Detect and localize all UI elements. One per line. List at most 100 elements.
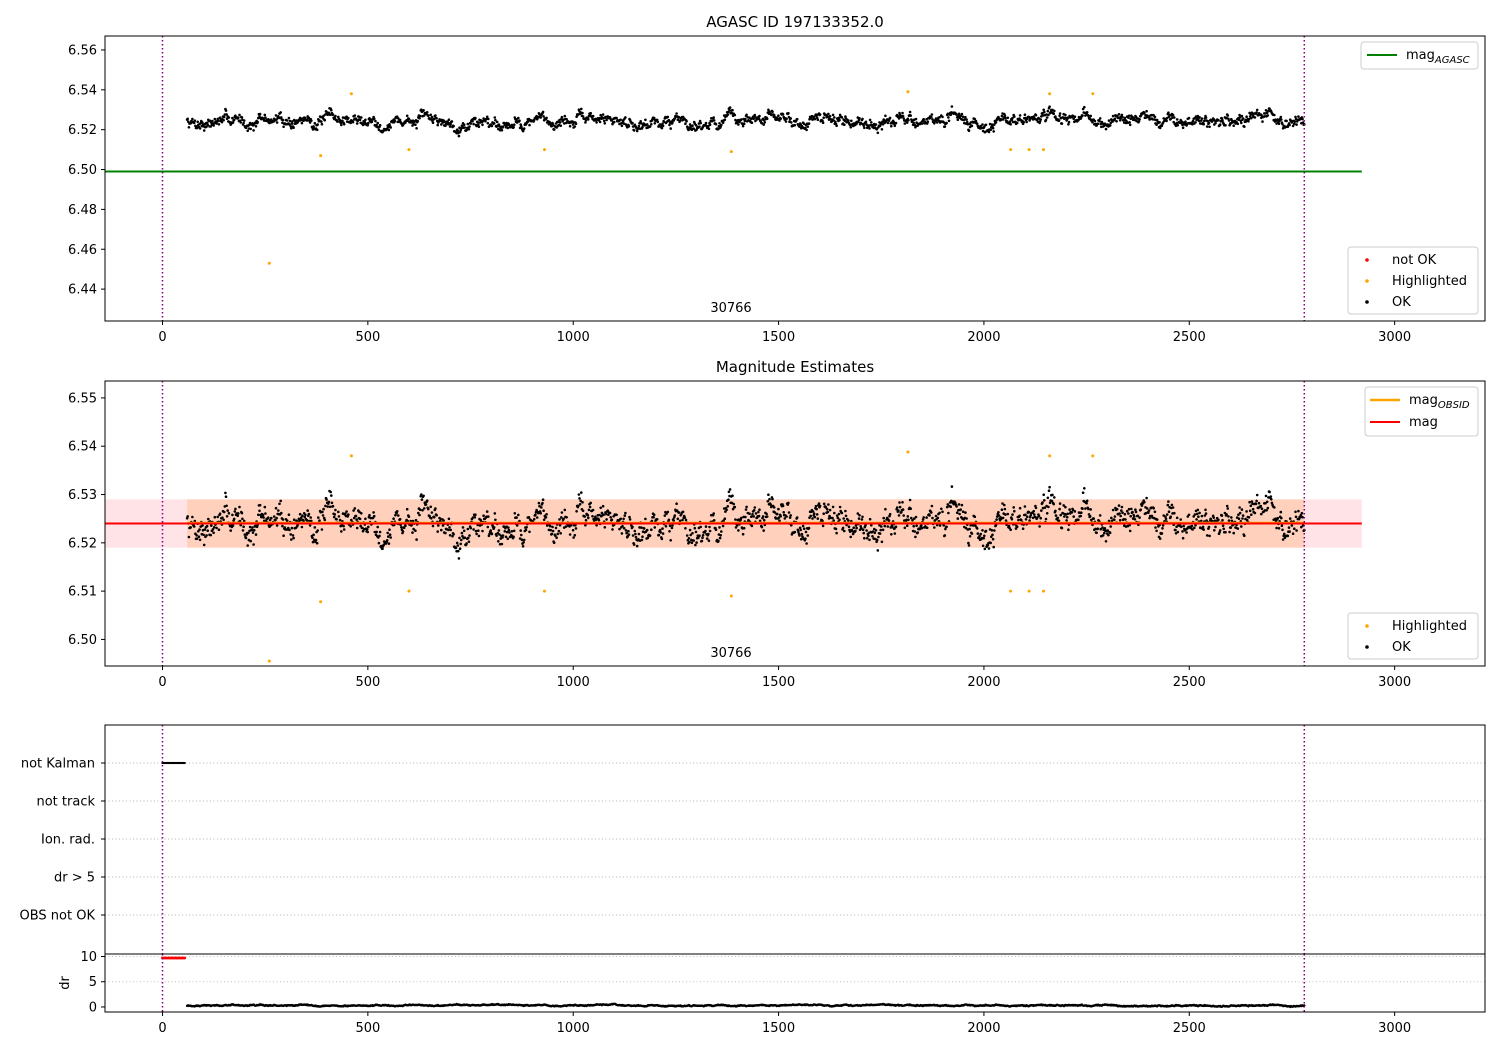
ok-point xyxy=(1245,115,1248,118)
ok-point xyxy=(308,524,312,527)
ok-point xyxy=(1226,507,1230,510)
ok-point xyxy=(353,114,357,117)
ok-point xyxy=(378,534,381,538)
ok-point xyxy=(673,514,677,517)
ok-point xyxy=(474,529,478,533)
ok-point xyxy=(710,513,713,517)
ok-point xyxy=(279,111,283,114)
ok-point xyxy=(789,117,792,120)
ok-point xyxy=(418,114,422,118)
ok-point xyxy=(430,115,434,119)
ok-point xyxy=(871,535,874,538)
ok-point xyxy=(1034,114,1038,117)
ok-point xyxy=(1227,119,1231,122)
ok-point xyxy=(492,526,496,529)
ok-point xyxy=(517,116,520,120)
ok-point xyxy=(242,119,246,122)
ok-point xyxy=(358,517,362,521)
ok-point xyxy=(989,541,992,545)
ok-point xyxy=(435,117,438,120)
ok-point xyxy=(1115,114,1119,118)
ok-point xyxy=(434,507,437,510)
ok-point xyxy=(232,118,236,122)
ok-point xyxy=(221,516,224,519)
ok-point xyxy=(503,530,507,533)
ok-point xyxy=(699,121,702,125)
ok-point xyxy=(694,530,698,534)
ok-point xyxy=(387,128,391,132)
ok-point xyxy=(949,505,952,509)
ok-point xyxy=(443,120,447,123)
ok-point xyxy=(881,528,885,532)
ok-point xyxy=(775,512,779,516)
ok-point xyxy=(970,532,974,535)
ok-point xyxy=(1115,120,1118,123)
ok-point xyxy=(991,537,995,541)
ok-point xyxy=(1287,526,1291,529)
ok-point xyxy=(831,516,834,520)
ok-point xyxy=(475,532,478,536)
ok-point xyxy=(967,541,970,545)
ok-point xyxy=(1021,527,1025,530)
legend-label-ok: OK xyxy=(1392,295,1411,310)
ok-point xyxy=(210,524,213,527)
ok-point xyxy=(340,123,343,127)
ok-point xyxy=(605,518,608,521)
ok-point xyxy=(1165,119,1168,123)
ok-point xyxy=(415,127,418,130)
ok-point xyxy=(620,124,624,128)
ok-point xyxy=(935,121,939,124)
ok-point xyxy=(1017,518,1020,522)
ok-point xyxy=(817,502,821,505)
ok-point xyxy=(793,530,797,534)
ok-point xyxy=(836,516,840,520)
ok-point xyxy=(766,500,770,503)
ok-point xyxy=(691,531,694,535)
ok-point xyxy=(301,514,304,517)
ok-point xyxy=(890,124,893,128)
ok-point xyxy=(847,525,851,528)
ok-point xyxy=(1288,517,1292,520)
ok-point xyxy=(1225,513,1228,516)
ok-point xyxy=(312,533,315,537)
ok-point xyxy=(961,115,965,119)
ok-point xyxy=(862,124,865,127)
ok-point xyxy=(1152,507,1155,510)
ok-point xyxy=(731,494,734,498)
ok-point xyxy=(222,510,226,514)
flag-point xyxy=(183,761,186,765)
ok-point xyxy=(750,524,754,528)
ok-point xyxy=(685,534,689,537)
ok-point xyxy=(581,509,585,513)
ok-point xyxy=(258,503,262,507)
ok-point xyxy=(1167,111,1170,114)
ok-point xyxy=(842,517,845,520)
ok-point xyxy=(642,527,646,530)
panel1-title: AGASC ID 197133352.0 xyxy=(706,13,884,31)
ok-point xyxy=(882,516,885,520)
ok-point xyxy=(414,518,418,522)
ok-point xyxy=(815,114,818,118)
ok-point xyxy=(1087,114,1090,117)
ok-point xyxy=(675,112,678,115)
ok-point xyxy=(633,529,637,533)
ok-point xyxy=(420,498,424,501)
ok-point xyxy=(1266,506,1270,510)
ok-point xyxy=(965,517,968,520)
ok-point xyxy=(471,120,474,123)
ok-point xyxy=(416,119,420,123)
ok-point xyxy=(1259,504,1263,508)
ok-point xyxy=(415,538,418,541)
ok-point xyxy=(800,532,804,536)
ok-point xyxy=(801,524,805,528)
ok-point xyxy=(1200,117,1204,120)
ok-point xyxy=(236,514,239,517)
ok-point xyxy=(1214,121,1217,125)
ok-point xyxy=(376,121,380,125)
ok-point xyxy=(1207,525,1211,529)
ok-point xyxy=(1037,514,1041,518)
ok-point xyxy=(418,116,421,120)
ok-point xyxy=(945,525,948,529)
ok-point xyxy=(1255,499,1258,503)
ok-point xyxy=(285,119,289,122)
